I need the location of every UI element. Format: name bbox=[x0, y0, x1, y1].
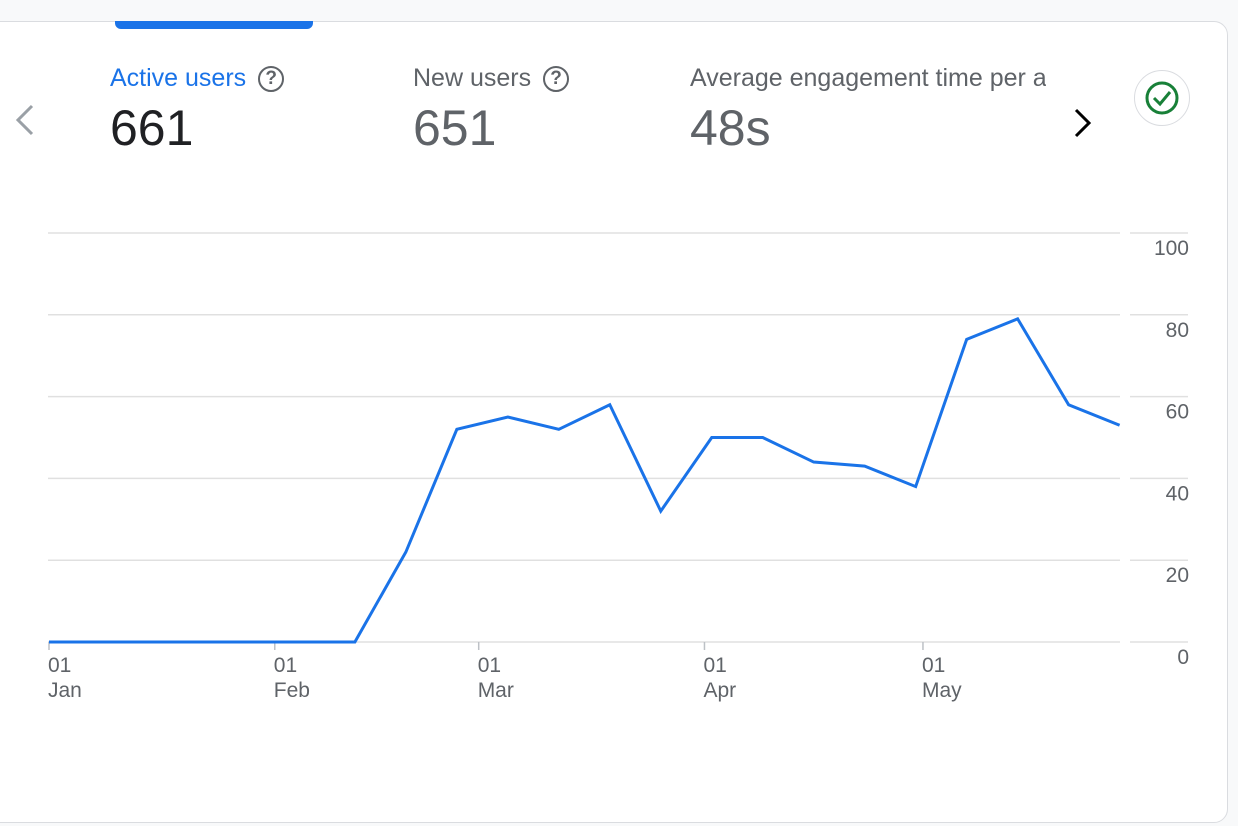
metric-value: 48s bbox=[690, 100, 771, 156]
chevron-right-icon[interactable] bbox=[1070, 106, 1096, 149]
metric-value: 651 bbox=[413, 100, 497, 156]
chevron-left-icon[interactable] bbox=[12, 102, 38, 147]
help-circle-icon[interactable]: ? bbox=[543, 65, 570, 92]
metric-value: 661 bbox=[110, 100, 194, 156]
help-circle-icon[interactable]: ? bbox=[258, 65, 285, 92]
metric-label: Average engagement time per active user bbox=[690, 64, 1046, 92]
check-circle-icon[interactable] bbox=[1134, 70, 1190, 126]
metric-tab-new-users[interactable]: New users? 651 bbox=[413, 64, 570, 157]
selected-tab-indicator bbox=[115, 21, 313, 29]
metric-tab-average-engagement-time[interactable]: Average engagement time per active user … bbox=[690, 64, 1046, 157]
metric-label: New users bbox=[413, 64, 532, 92]
metric-label: Active users bbox=[110, 64, 247, 92]
metric-tab-active-users[interactable]: Active users? 661 bbox=[110, 64, 285, 157]
